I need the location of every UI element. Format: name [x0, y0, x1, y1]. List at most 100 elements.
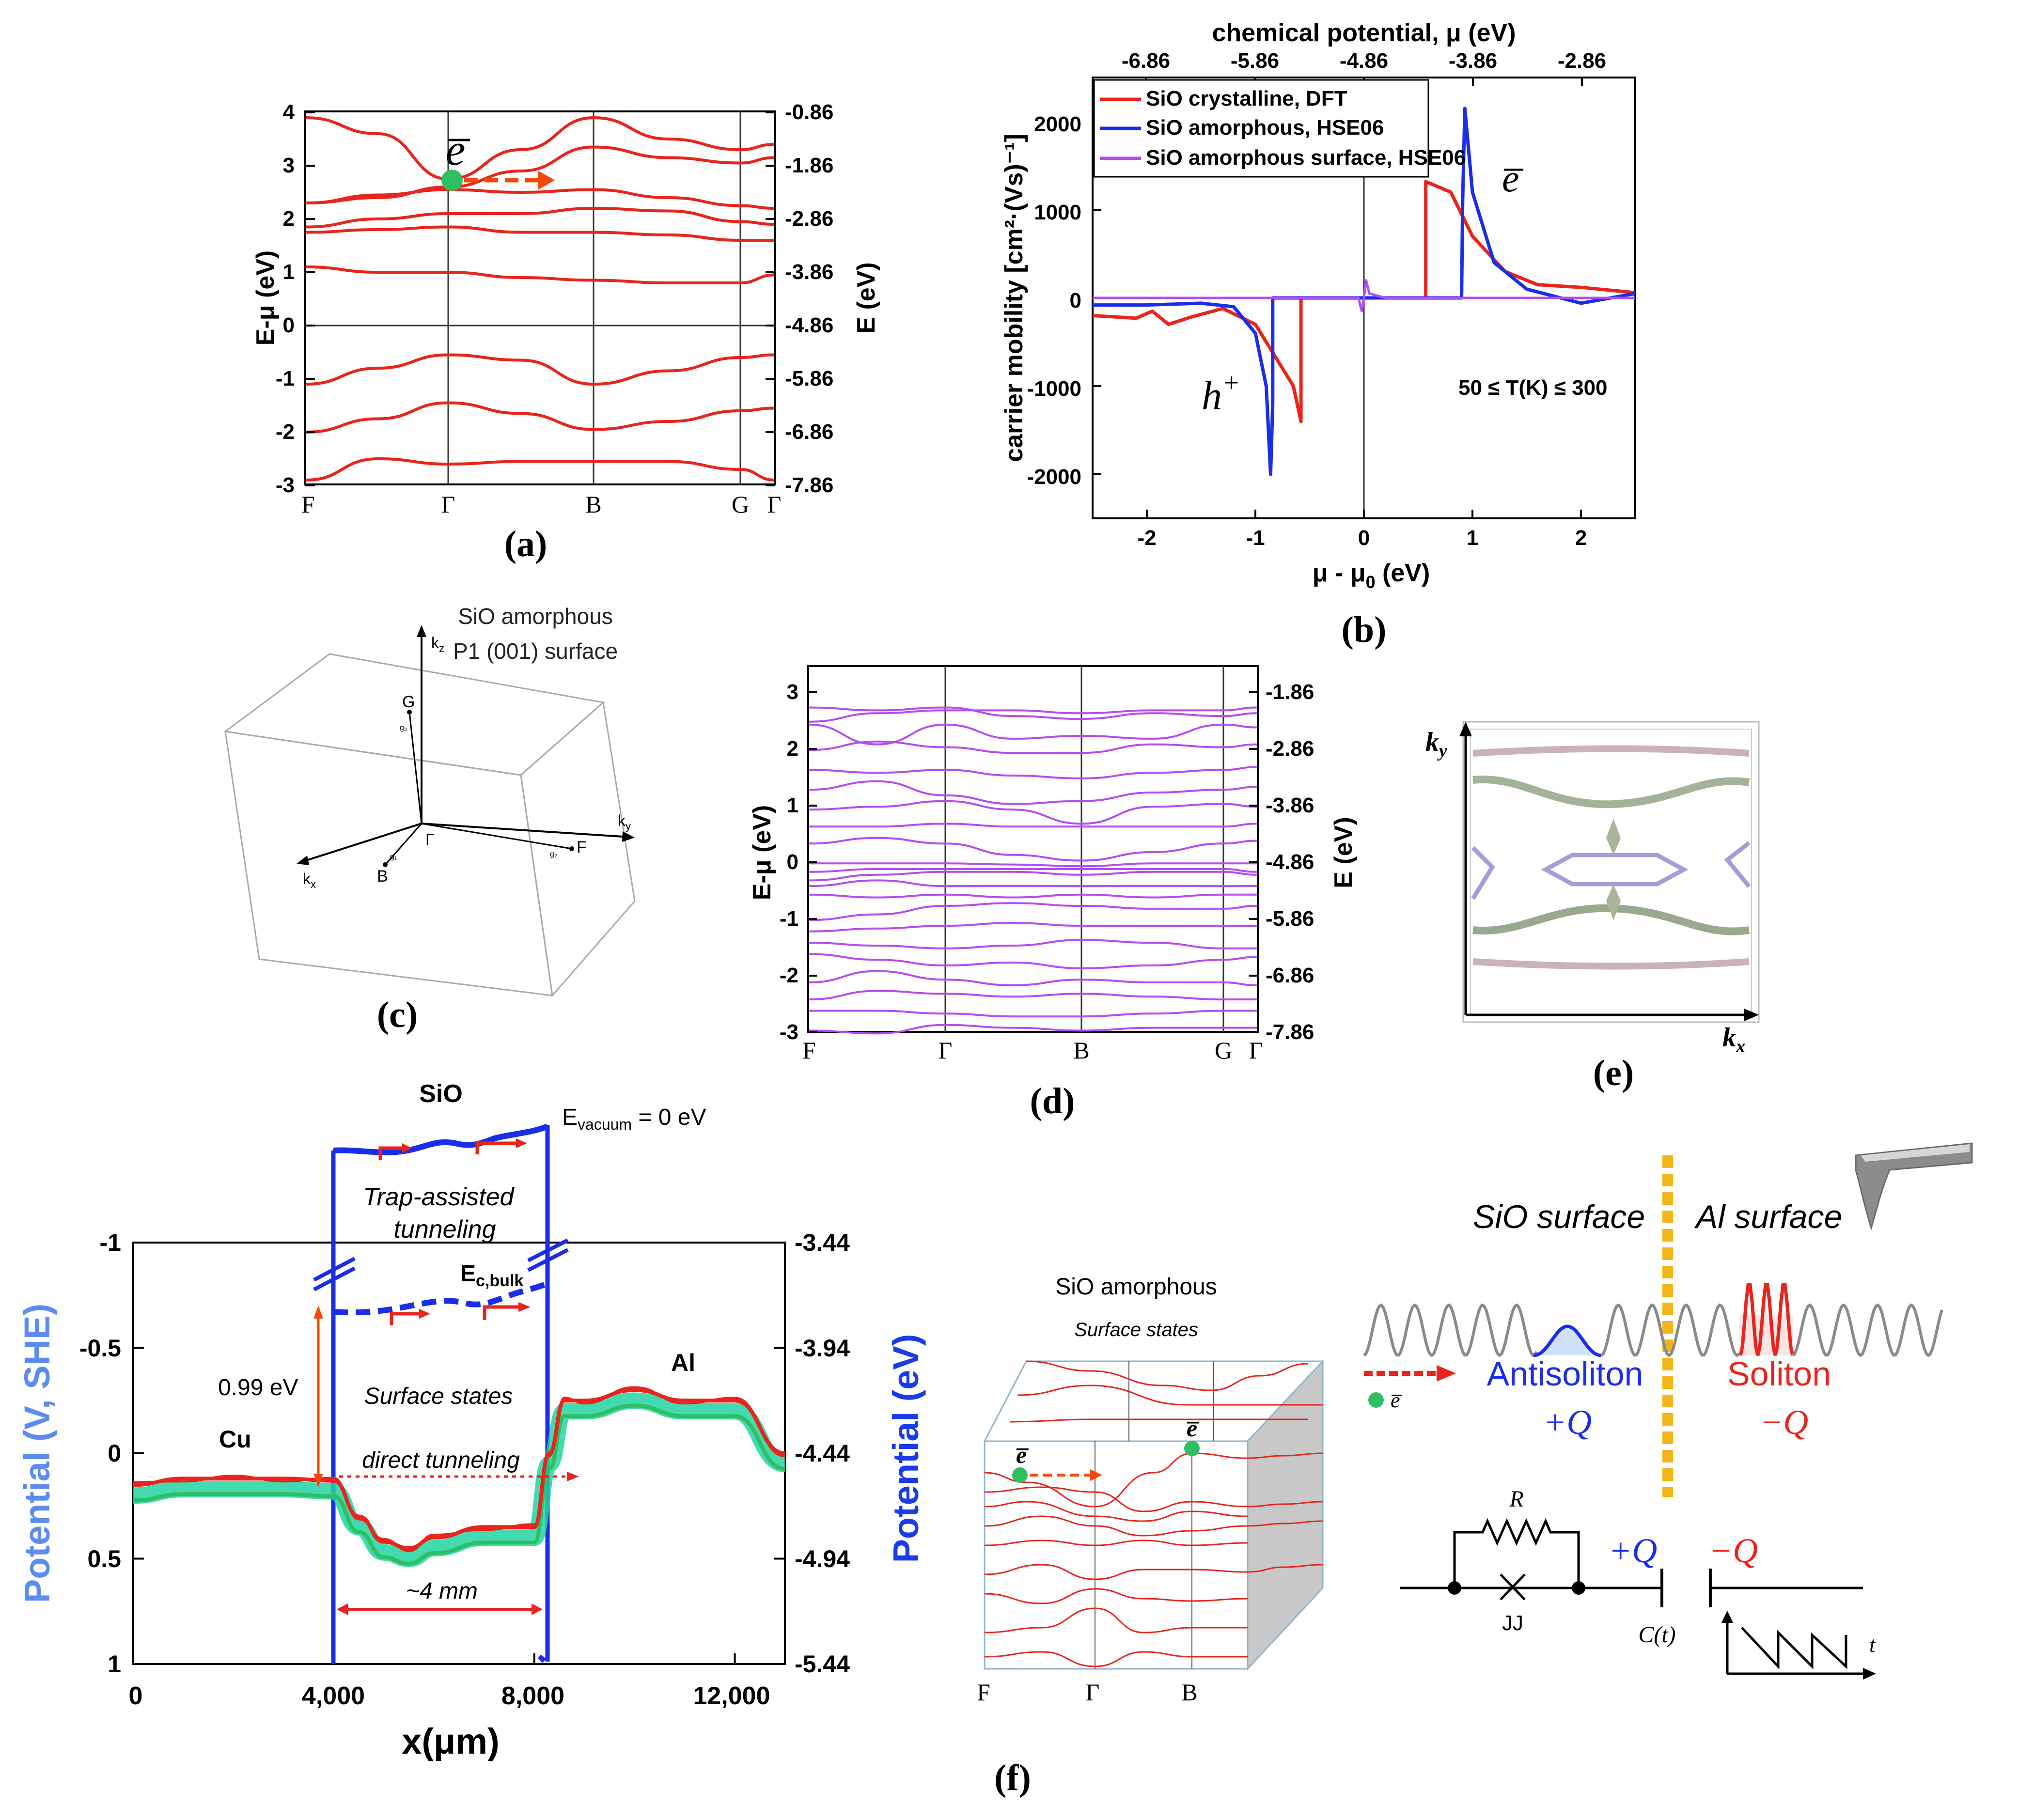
- panel-d-band-0: [809, 706, 1257, 720]
- panel-f-ec-label: Ec,bulk: [460, 1261, 523, 1290]
- panel-f-break-right-1: [527, 1238, 569, 1262]
- panel-c-axis-f: [421, 823, 572, 850]
- panel-a-ytick-right-5: -5.86: [785, 367, 833, 390]
- panel-c-box-front: [224, 731, 553, 996]
- panel-b-top-tick-0: -6.86: [1122, 49, 1170, 73]
- panel-f-ylabel-right: Potential (eV): [886, 1334, 926, 1563]
- panel-d-band-3: [809, 740, 1257, 754]
- panel-d-band-8: [809, 837, 1257, 862]
- panel-a-kpoint-0: F: [301, 491, 315, 518]
- panel-f-vacuum-top: [333, 1123, 549, 1155]
- panel-a-electron-dot: [441, 170, 463, 191]
- panel-a-frame: [304, 110, 776, 485]
- panel-c-ky-k: k: [618, 812, 626, 829]
- panel-a-bands: [306, 116, 775, 482]
- panel-f-surface-states: Surface states: [364, 1384, 513, 1409]
- panel-a-band-2: [306, 188, 775, 210]
- circuit-r-label: R: [1509, 1486, 1523, 1512]
- panel-d-ytick-left-3: 0: [787, 850, 798, 874]
- panel-b-hole-h: h: [1202, 373, 1222, 419]
- panel-f-width-label: ~4 mm: [406, 1578, 478, 1604]
- panel-c-label-kx: kx: [303, 870, 316, 890]
- panel-c-box-side: [520, 701, 636, 997]
- panel-c-axis-kx-head: [297, 856, 309, 865]
- panel-c-kz-k: k: [431, 634, 439, 652]
- panel-f-ytick-right-2: -4.44: [795, 1440, 850, 1467]
- panel-f-xtick-3: 12,000: [693, 1682, 770, 1710]
- panel-b-xlabel-sub: 0: [1366, 572, 1376, 592]
- panel-a-band-1: [306, 145, 775, 204]
- panel-f-mid-band-front-6: [984, 1588, 1248, 1604]
- panel-f-vacuum-val: = 0 eV: [632, 1104, 706, 1130]
- panel-b-xtick-4: 2: [1575, 526, 1587, 550]
- panel-c-axis-ky: [421, 823, 630, 838]
- panel-e-surface-right: [1724, 841, 1751, 888]
- panel-f-mid-band-front-1: [984, 1486, 1248, 1512]
- panel-f-right-legend-arrowhead: [1437, 1365, 1456, 1382]
- panel-a-ytick-left-4: 0: [283, 313, 295, 337]
- panel-d-ytick-right-5: -6.86: [1266, 964, 1314, 987]
- panel-f-mid-kpoint-1: Γ: [1086, 1679, 1100, 1706]
- panel-d-band-14: [809, 902, 1257, 921]
- panel-f-xtick-1: 4,000: [302, 1682, 365, 1710]
- panel-f-gap-arrowhead-top: [313, 1306, 323, 1319]
- circuit-minusq: −Q: [1709, 1531, 1758, 1570]
- panel-b-top-tick-4: -2.86: [1558, 49, 1606, 73]
- panel-d-band-10: [809, 868, 1257, 873]
- panel-f-antisoliton-charge: +Q: [1543, 1403, 1592, 1442]
- panel-c-axis-kz-head: [417, 625, 426, 637]
- panel-f-curve-green: [133, 1403, 785, 1566]
- circuit-plusq: +Q: [1609, 1531, 1658, 1570]
- panel-a-ytick-right-7: -7.86: [785, 473, 833, 497]
- panel-f-right-waves: [1363, 1283, 1943, 1357]
- panel-f-curves: [133, 1386, 786, 1567]
- panel-a-band-8: [306, 457, 775, 482]
- panel-a-band-4: [306, 225, 774, 242]
- panel-f-trap-label-2: tunneling: [393, 1215, 496, 1244]
- panel-d-ytick-left-0: 3: [787, 680, 798, 704]
- panel-b-ylabel: carrier mobility [cm²·(Vs)⁻¹]: [1000, 134, 1028, 462]
- panel-c-kx-sub: x: [311, 878, 316, 890]
- panel-f-wave-soliton: [1738, 1283, 1795, 1356]
- panel-f-ytick-right-1: -3.94: [795, 1335, 850, 1362]
- panel-e-kx-k: k: [1722, 1023, 1736, 1053]
- tip-icon: [1855, 1142, 1973, 1231]
- panel-a-ticks: [305, 111, 775, 486]
- panel-f-al-surface: Al surface: [1694, 1198, 1842, 1235]
- panel-b-ytick-0: 2000: [1034, 112, 1081, 136]
- panel-d-frame: [807, 665, 1259, 1033]
- panel-b-top-tick-3: -3.86: [1449, 49, 1497, 73]
- panel-f-mid-electron-1: [1012, 1467, 1028, 1483]
- panel-b-ytick-2: 0: [1070, 289, 1081, 312]
- panel-f-ec-sub: c,bulk: [476, 1272, 523, 1290]
- panel-d-ylabel-right: E (eV): [1330, 817, 1358, 888]
- panel-a-kpoint-2: B: [585, 491, 601, 518]
- panel-b-xtick-1: -1: [1246, 526, 1265, 550]
- panel-a-electron-arrowhead: [538, 171, 555, 190]
- panel-c-kz-sub: z: [439, 642, 444, 654]
- panel-f-soliton: Soliton: [1727, 1355, 1831, 1393]
- panel-b-ytick-4: -2000: [1027, 465, 1081, 489]
- panel-e-box-inner: [1470, 729, 1752, 1015]
- panel-a-ytick-left-6: -2: [276, 420, 295, 444]
- panel-a-ytick-left-7: -3: [276, 473, 295, 497]
- panel-d-band-15: [809, 922, 1257, 933]
- panel-f-ec-arrow-1: [390, 1312, 422, 1325]
- panel-f-left: SiO Evacuum = 0 eV Trap-assisted tunneli…: [17, 1080, 926, 1761]
- panel-d-kpoint-0: F: [802, 1037, 816, 1064]
- panel-a-ytick-left-5: -1: [276, 367, 295, 390]
- panel-f-cube-side: [1247, 1359, 1324, 1671]
- panel-f-ec-arrowhead-2: [518, 1302, 531, 1312]
- panel-f-trap-arrowhead-1: [402, 1143, 412, 1153]
- panel-d-ytick-left-4: -1: [780, 907, 798, 931]
- panel-f-trap-arrow-1: [378, 1146, 405, 1160]
- panel-d-band-16: [809, 939, 1257, 949]
- panel-b-xlabel: μ - μ0 (eV): [1313, 559, 1430, 592]
- panel-b-legend-entry-1: SiO amorphous, HSE06: [1146, 116, 1384, 140]
- panel-d-ytick-right-4: -5.86: [1266, 907, 1314, 931]
- panel-f-barrier-right-stub: [537, 1654, 547, 1663]
- panel-a-ylabel-left: E-μ (eV): [251, 250, 280, 346]
- panel-f-mid-kpoint-2: B: [1181, 1679, 1197, 1706]
- panel-a-ytick-left-0: 4: [283, 100, 295, 124]
- panel-c-axis-b: [384, 823, 422, 865]
